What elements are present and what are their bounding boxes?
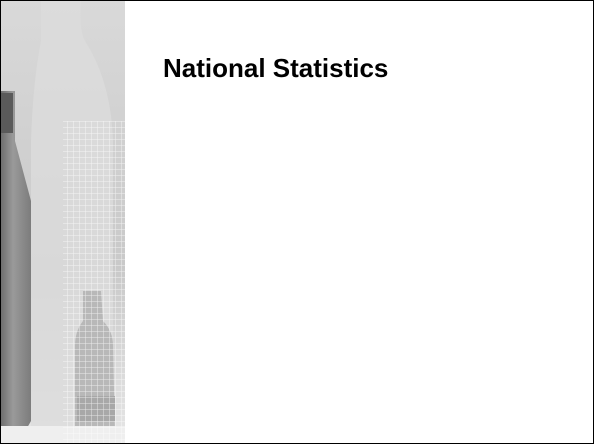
bottle-neck xyxy=(1,93,13,133)
slide: National Statistics xyxy=(0,0,594,444)
slide-title: National Statistics xyxy=(163,53,388,84)
page: National Statistics (() => { const data … xyxy=(0,0,594,444)
side-image xyxy=(1,1,125,443)
grid-overlay xyxy=(63,121,125,443)
